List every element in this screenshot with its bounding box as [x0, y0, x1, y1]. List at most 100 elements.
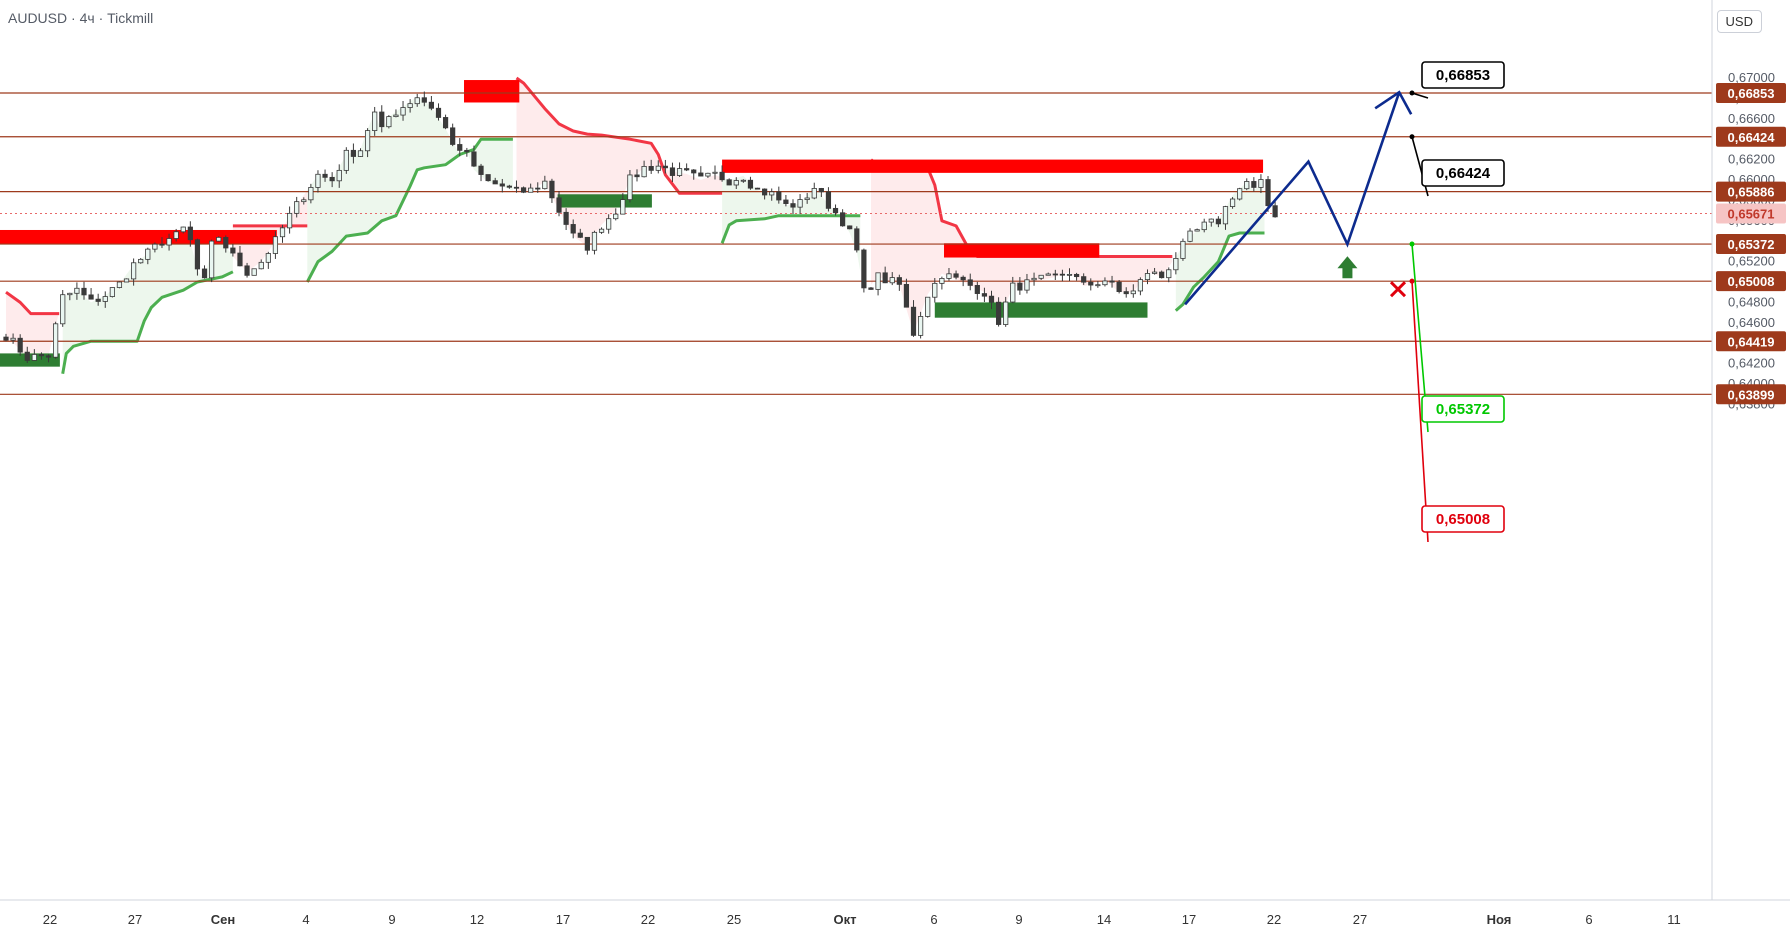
- x-tick-label: Окт: [834, 912, 857, 927]
- candle: [38, 352, 45, 360]
- candle: [159, 237, 165, 249]
- candle-body: [967, 279, 973, 286]
- candle: [414, 93, 420, 107]
- candle-body: [24, 351, 30, 361]
- candle-body: [45, 355, 52, 358]
- x-tick-label: 27: [1353, 912, 1367, 927]
- x-tick-label: Сен: [211, 912, 235, 927]
- candle-body: [903, 283, 910, 308]
- candle: [676, 162, 683, 177]
- forecast-arrowhead: [1374, 90, 1413, 115]
- candle-body: [1130, 290, 1136, 295]
- candle: [457, 138, 463, 157]
- candle-body: [620, 199, 626, 215]
- candle-body: [301, 199, 307, 203]
- candle: [1180, 238, 1186, 261]
- trailing-stop-down: [515, 76, 723, 195]
- candle: [875, 272, 881, 296]
- x-tick-label: 17: [556, 912, 570, 927]
- candle: [662, 159, 668, 174]
- candle-body: [237, 252, 243, 267]
- candle: [294, 196, 300, 218]
- candle: [1066, 268, 1073, 281]
- candle: [258, 259, 264, 270]
- callout-box[interactable]: [1421, 159, 1505, 187]
- candle: [1144, 269, 1151, 285]
- candle-body: [528, 187, 534, 193]
- candle: [769, 188, 775, 201]
- candle: [194, 238, 201, 276]
- trailing-stop-up: [720, 214, 861, 244]
- candle: [1024, 273, 1030, 294]
- candle-body: [216, 237, 222, 242]
- currency-button[interactable]: USD: [1716, 10, 1762, 33]
- candle: [492, 177, 498, 185]
- candle: [563, 208, 569, 231]
- candle: [1095, 281, 1101, 288]
- buy-arrow-icon: [1337, 256, 1358, 279]
- candle-body: [847, 225, 853, 230]
- candle: [1038, 274, 1044, 280]
- candle: [953, 270, 959, 280]
- candle: [60, 289, 66, 327]
- candle-body: [733, 180, 739, 186]
- candle-body: [1052, 273, 1058, 276]
- callout-label: 0,65372: [1436, 401, 1490, 418]
- candle: [173, 228, 179, 242]
- candle: [499, 178, 505, 193]
- candle: [166, 233, 172, 251]
- candle-body: [53, 323, 59, 358]
- callout-label: 0,65008: [1436, 511, 1490, 528]
- candle: [535, 182, 541, 193]
- candle-body: [31, 354, 37, 361]
- candle-body: [719, 171, 725, 181]
- candle-body: [450, 127, 456, 145]
- candle-body: [1116, 281, 1122, 293]
- candle-body: [1151, 271, 1158, 274]
- candle-body: [627, 174, 633, 201]
- candle: [88, 288, 94, 300]
- candle: [442, 114, 449, 130]
- candle-body: [201, 268, 208, 279]
- callout-box[interactable]: [1421, 395, 1505, 423]
- candle-body: [315, 173, 321, 188]
- candle: [733, 177, 739, 189]
- broker-label: Tickmill: [107, 10, 154, 26]
- candle-body: [1201, 221, 1207, 231]
- plot-area[interactable]: [0, 0, 1712, 900]
- candle-body: [10, 337, 16, 341]
- candle-body: [832, 207, 839, 214]
- trail-fill-up: [307, 96, 513, 283]
- callout-box[interactable]: [1421, 61, 1505, 89]
- candle-body: [513, 186, 520, 189]
- callout-box[interactable]: [1421, 505, 1505, 533]
- candle-body: [542, 180, 548, 190]
- callout-anchor: [1409, 134, 1415, 140]
- candle-body: [279, 227, 286, 238]
- candle: [825, 187, 832, 212]
- level-price-label: 0,65372: [1728, 237, 1775, 252]
- candle: [1229, 197, 1236, 209]
- candle: [988, 290, 995, 310]
- candle-body: [329, 176, 335, 182]
- level-price-tag: [1716, 331, 1786, 352]
- candle-body: [223, 237, 229, 249]
- current-price-label: 0,65671: [1728, 207, 1775, 222]
- candle-body: [88, 294, 94, 300]
- candle-body: [549, 180, 555, 199]
- candle: [1272, 200, 1278, 218]
- candle-body: [691, 169, 697, 174]
- candle: [17, 334, 23, 356]
- timeframe-label: 4ч: [79, 10, 95, 26]
- candle: [187, 221, 193, 247]
- price-axis[interactable]: [1712, 0, 1790, 944]
- candle-body: [1166, 269, 1172, 279]
- x-tick-label: 22: [641, 912, 655, 927]
- candle: [712, 165, 718, 180]
- candle: [322, 169, 328, 182]
- x-tick-label: 12: [470, 912, 484, 927]
- candle-body: [953, 273, 959, 278]
- candle-body: [698, 172, 704, 177]
- candle: [272, 231, 279, 259]
